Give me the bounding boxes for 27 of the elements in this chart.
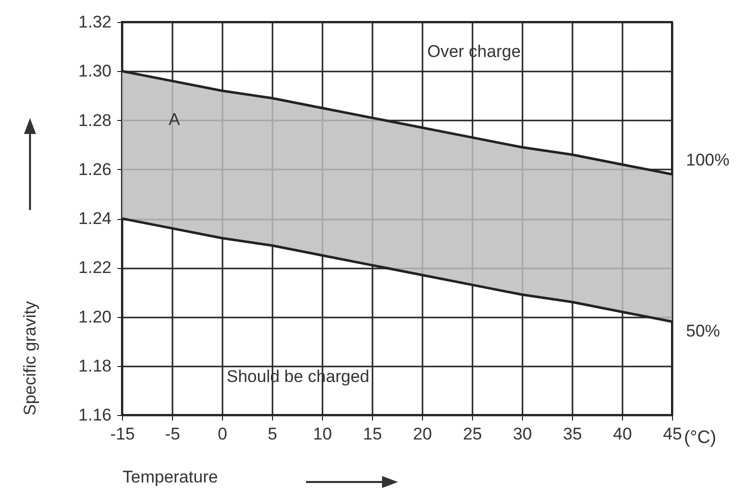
x-tick-label: 15 bbox=[363, 424, 382, 444]
x-tick-label: 10 bbox=[313, 424, 332, 444]
y-tick-label: 1.32 bbox=[78, 12, 112, 32]
x-tick-label: 45 bbox=[663, 424, 682, 444]
series-label: 50% bbox=[686, 322, 720, 341]
y-tick-label: 1.22 bbox=[78, 258, 112, 278]
y-tick-label: 1.20 bbox=[78, 307, 112, 326]
y-tick-label: 1.18 bbox=[78, 356, 112, 376]
x-axis-title: Temperature bbox=[122, 468, 218, 486]
x-tick-label: -5 bbox=[164, 424, 180, 444]
y-tick-label: 1.16 bbox=[78, 406, 112, 424]
x-tick-label: 35 bbox=[563, 424, 582, 444]
x-tick-label: 25 bbox=[463, 424, 482, 444]
x-tick-label: 20 bbox=[413, 424, 432, 444]
x-tick-label: 0 bbox=[218, 424, 228, 444]
x-tick-label: 30 bbox=[513, 424, 532, 444]
y-tick-label: 1.26 bbox=[78, 160, 112, 179]
x-tick-label: 5 bbox=[268, 424, 278, 444]
y-tick-label: 1.30 bbox=[78, 62, 112, 81]
x-tick-label: -15 bbox=[110, 424, 135, 444]
series-label: 100% bbox=[686, 150, 730, 170]
y-tick-label: 1.28 bbox=[78, 110, 112, 130]
text: (°C) bbox=[684, 427, 716, 447]
y-tick-label: 1.24 bbox=[78, 209, 112, 228]
annotation: A bbox=[168, 110, 181, 129]
y-axis-title: Specific gravity bbox=[20, 300, 40, 416]
x-tick-label: 40 bbox=[613, 424, 632, 444]
